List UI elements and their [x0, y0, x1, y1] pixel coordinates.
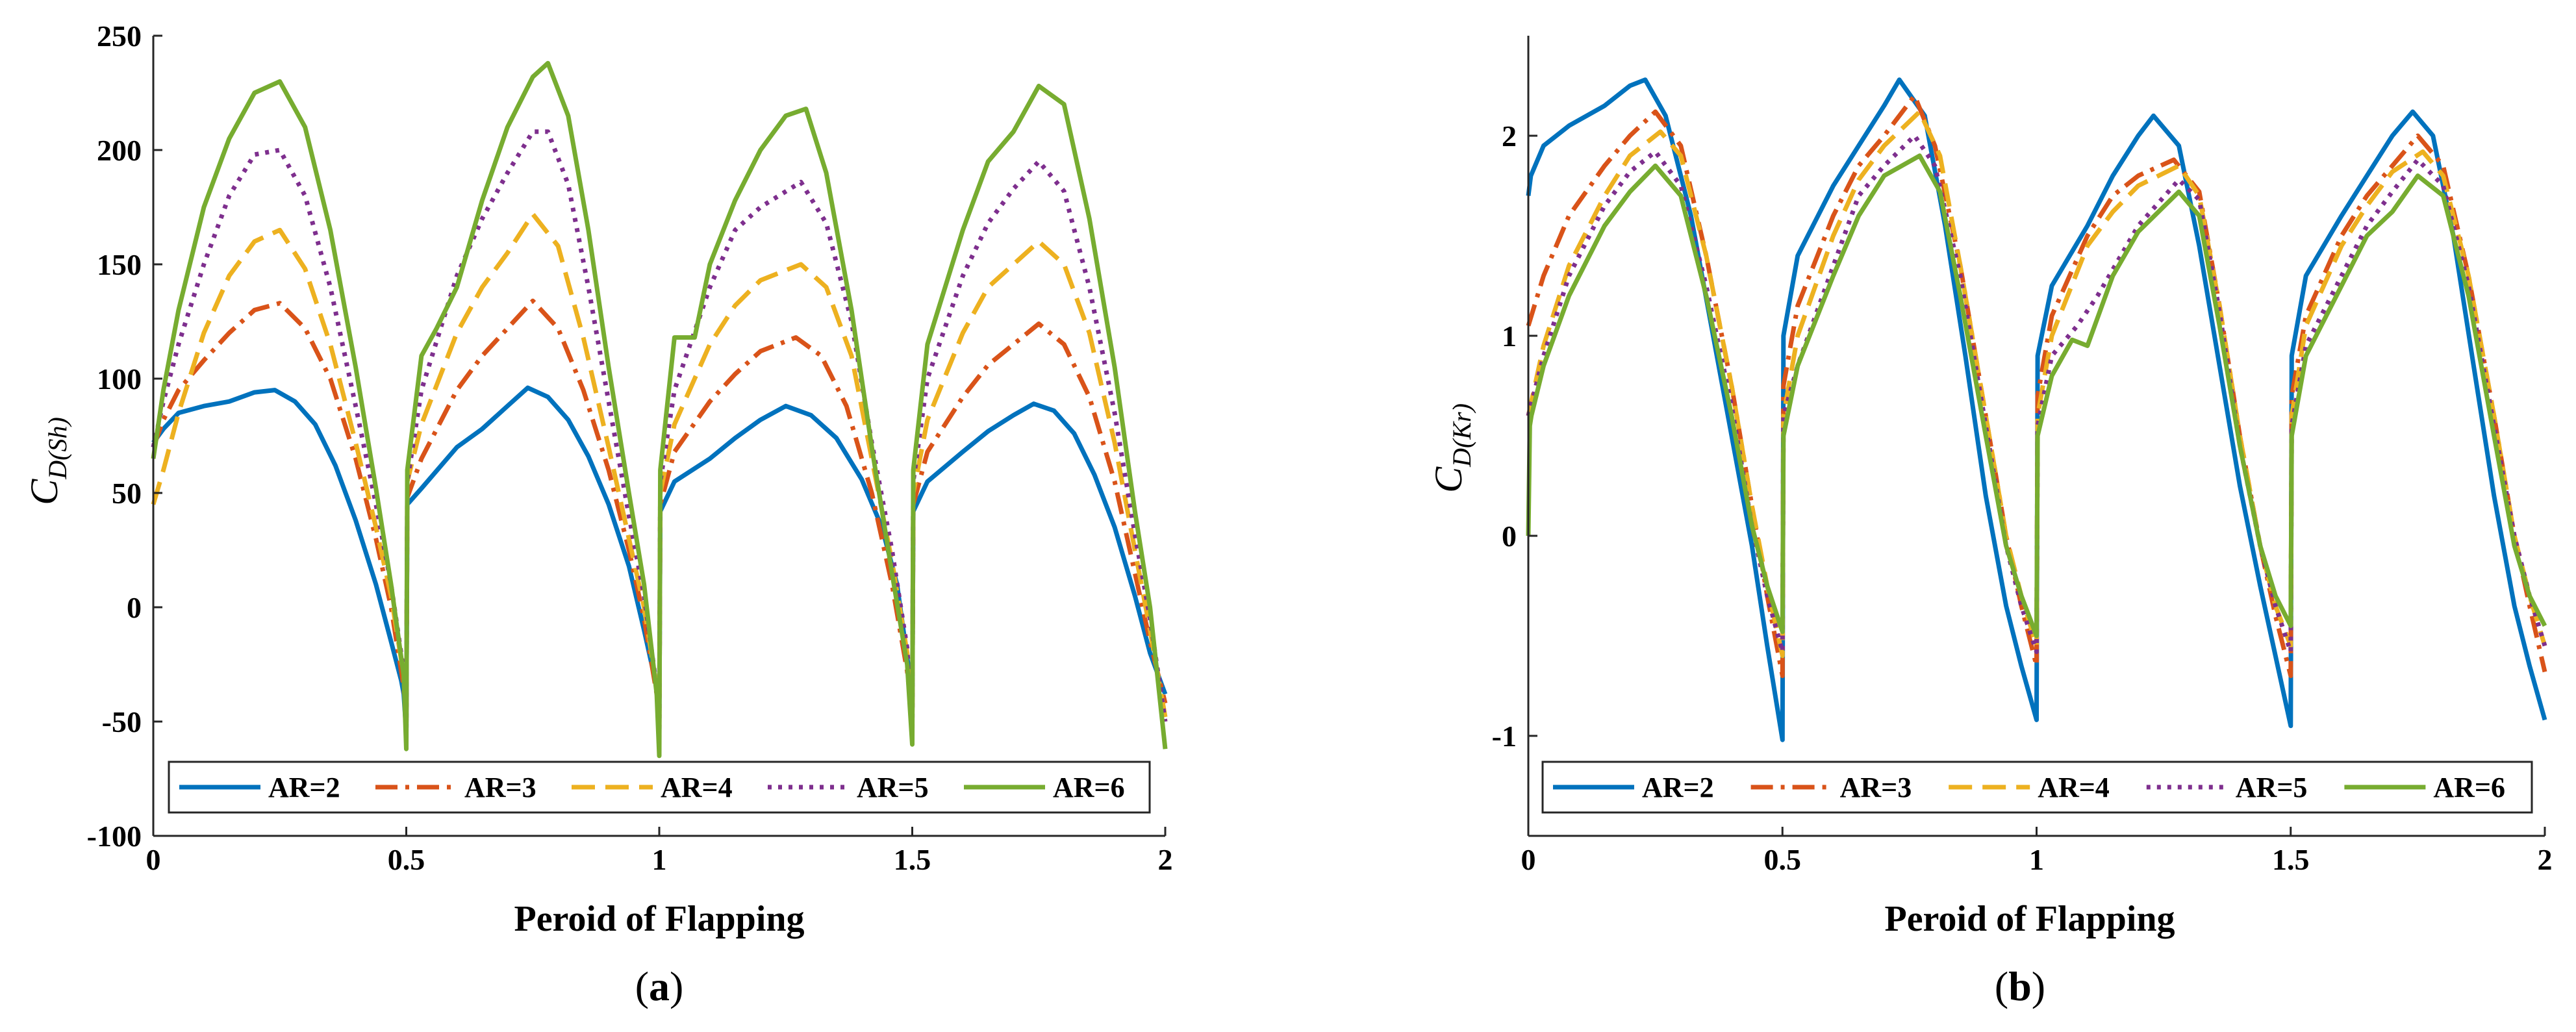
legend-label-a-ar2: AR=2: [268, 772, 340, 803]
y-tick-label-b: 0: [1502, 520, 1517, 553]
legend-label-b-ar4: AR=4: [2038, 772, 2110, 803]
y-tick-label-a: -50: [102, 705, 142, 738]
x-tick-label-b: 0.5: [1764, 843, 1802, 876]
x-tick-label-b: 2: [2538, 843, 2553, 876]
y-tick-label-a: 50: [112, 477, 142, 510]
chart-panel-b: 0 0.5 1 1.5 2 -1 0 1 2 CD(Kr) Peroid of Flapping…: [1427, 36, 2553, 1009]
x-tick-label-b: 1.5: [2272, 843, 2310, 876]
y-tick-label-b: -1: [1492, 720, 1517, 753]
x-axis-label-b: Peroid of Flapping: [1884, 899, 2175, 939]
y-tick-label-a: 250: [97, 19, 142, 53]
legend-label-a-ar5: AR=5: [857, 772, 929, 803]
y-tick-label-b: 1: [1502, 320, 1517, 353]
y-axis-label-b: CD(Kr): [1427, 403, 1476, 493]
y-tick-label-a: 0: [127, 591, 142, 624]
x-tick-label-b: 1: [2029, 843, 2044, 876]
x-tick-label-b: 0: [1521, 843, 1536, 876]
x-tick-label-a: 1.5: [894, 843, 931, 876]
panel-caption-b: (b): [1995, 963, 2045, 1009]
legend-label-a-ar4: AR=4: [661, 772, 733, 803]
legend-label-b-ar3: AR=3: [1840, 772, 1912, 803]
panel-caption-a: (a): [635, 963, 684, 1009]
legend-label-a-ar6: AR=6: [1053, 772, 1125, 803]
y-axis-label-a: CD(Sh): [23, 417, 72, 505]
legend-label-b-ar5: AR=5: [2236, 772, 2308, 803]
series-line-b-ar6: [1526, 153, 2547, 638]
y-tick-label-a: 100: [97, 362, 142, 396]
x-tick-label-a: 0.5: [388, 843, 425, 876]
chart-panel-a: 0 0.5 1 1.5 2 -100 -50 0 50 100 150 200 250 CD(Sh) P…: [23, 19, 1173, 1009]
legend-label-b-ar6: AR=6: [2433, 772, 2505, 803]
y-tick-label-a: -100: [87, 820, 142, 853]
x-axis-label-a: Peroid of Flapping: [514, 899, 804, 939]
y-tick-label-a: 200: [97, 134, 142, 167]
legend-label-a-ar3: AR=3: [464, 772, 537, 803]
x-tick-label-a: 0: [146, 843, 161, 876]
series-line-a-ar6: [151, 60, 1168, 759]
y-tick-label-a: 150: [97, 248, 142, 281]
y-tick-label-b: 2: [1502, 120, 1517, 153]
x-tick-label-a: 1: [652, 843, 667, 876]
x-tick-label-a: 2: [1158, 843, 1173, 876]
legend-label-b-ar2: AR=2: [1642, 772, 1714, 803]
